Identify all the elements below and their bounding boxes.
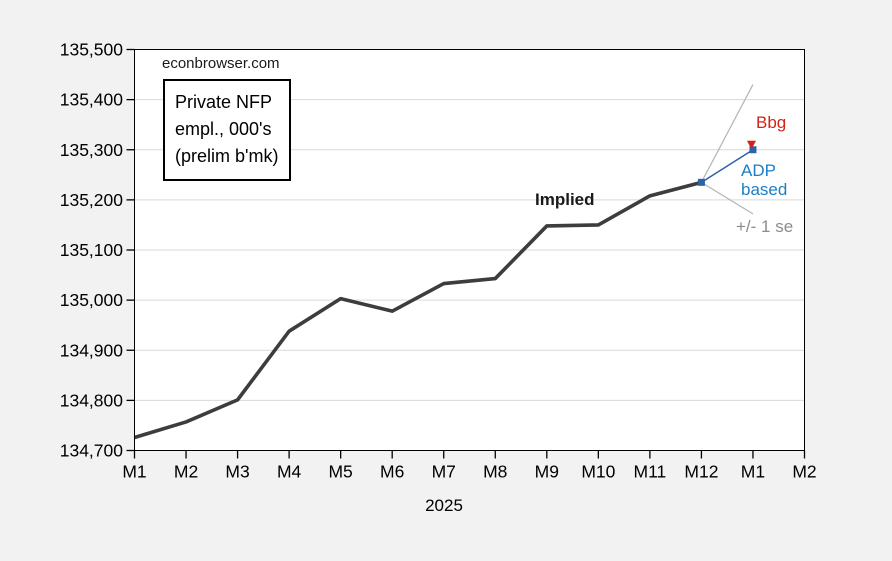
fan-lines-group xyxy=(700,84,754,215)
y-tick-label: 134,800 xyxy=(60,390,124,410)
implied-series-line xyxy=(133,180,702,440)
y-tick-label: 135,300 xyxy=(60,140,124,160)
x-tick-label: M10 xyxy=(581,462,615,482)
series-group xyxy=(133,140,757,440)
y-tick-label: 135,400 xyxy=(60,90,124,110)
y-tick-label: 135,100 xyxy=(60,240,124,260)
adp-forecast-label: ADP based xyxy=(741,161,787,199)
standard-error-label: +/- 1 se xyxy=(736,217,794,236)
adp-forecast-label-line-1: ADP xyxy=(741,161,776,180)
y-tick-label: 135,200 xyxy=(60,190,124,210)
y-tick-label: 135,000 xyxy=(60,290,124,310)
x-tick-label: M4 xyxy=(277,462,302,482)
x-tick-label: M5 xyxy=(328,462,352,482)
x-tick-label: M11 xyxy=(634,462,667,482)
adp-square-marker xyxy=(697,178,705,186)
x-tick-label: M1 xyxy=(122,462,146,482)
x-tick-label: M7 xyxy=(432,462,456,482)
y-tick-label: 134,900 xyxy=(60,340,124,360)
axes-group: 134,700 134,800 134,900 135,000 135,100 135,2… xyxy=(60,40,817,482)
watermark-site-label: econbrowser.com xyxy=(162,55,280,72)
note-box-line-3: (prelim b'mk) xyxy=(175,146,279,166)
note-box-line-1: Private NFP xyxy=(175,92,273,112)
fan-lower-line xyxy=(701,181,754,215)
x-tick-label: M2 xyxy=(174,462,198,482)
y-tick-label: 134,700 xyxy=(60,441,124,461)
x-tick-label: M2 xyxy=(792,462,816,482)
x-axis-title: 2025 xyxy=(425,496,463,515)
bbg-triangle-marker xyxy=(746,140,756,150)
x-tick-label: M3 xyxy=(225,462,249,482)
x-tick-label: M9 xyxy=(535,462,559,482)
bbg-forecast-label: Bbg xyxy=(756,113,787,132)
adp-forecast-label-line-2: based xyxy=(741,180,788,199)
implied-series-label: Implied xyxy=(535,190,595,209)
x-tick-label: M8 xyxy=(483,462,507,482)
y-tick-label: 135,500 xyxy=(60,40,124,60)
adp-square-marker xyxy=(749,146,757,154)
fan-upper-line xyxy=(700,84,754,183)
x-tick-label: M1 xyxy=(741,462,765,482)
note-box-line-2: empl., 000's xyxy=(175,119,272,139)
x-tick-label: M12 xyxy=(684,462,718,482)
x-tick-label: M6 xyxy=(380,462,404,482)
series-note-box: Private NFP empl., 000's (prelim b'mk) xyxy=(163,79,291,181)
adp-series-line xyxy=(701,149,754,183)
